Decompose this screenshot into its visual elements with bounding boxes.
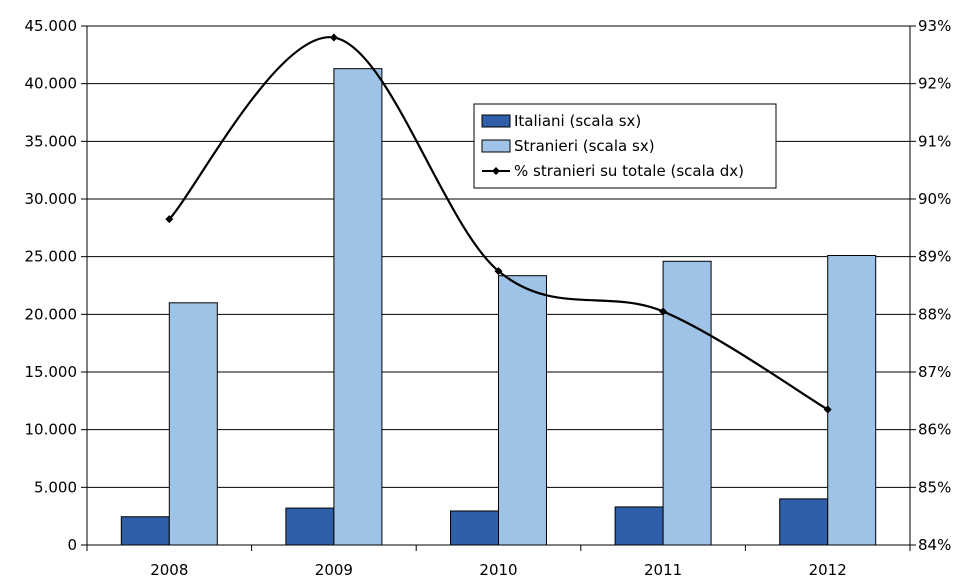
right-tick-label: 86% (918, 421, 951, 439)
left-tick-label: 0 (67, 536, 77, 554)
right-tick-label: 88% (918, 305, 951, 323)
x-tick-label: 2008 (150, 561, 188, 579)
legend-line-marker (492, 167, 500, 175)
right-tick-label: 91% (918, 132, 951, 150)
legend-label: % stranieri su totale (scala dx) (514, 162, 744, 180)
percent-marker-2012 (823, 405, 832, 414)
left-tick-label: 35.000 (25, 132, 78, 150)
bar-italiani-2012 (779, 498, 829, 546)
legend-swatch-stranieri (481, 139, 511, 153)
left-tick-label: 40.000 (25, 75, 78, 93)
axes (81, 25, 916, 551)
bar-italiani-2008 (120, 516, 170, 546)
bar-stranieri-2011 (662, 260, 712, 546)
left-tick-label: 45.000 (25, 17, 78, 35)
left-tick-label: 20.000 (25, 305, 78, 323)
left-tick-label: 30.000 (25, 190, 78, 208)
percent-marker-2009 (329, 33, 338, 42)
legend-box (473, 103, 777, 189)
left-tick-label: 25.000 (25, 248, 78, 266)
right-tick-label: 90% (918, 190, 951, 208)
left-tick-label: 5.000 (34, 478, 77, 496)
right-tick-label: 92% (918, 75, 951, 93)
bar-stranieri-2008 (168, 302, 218, 546)
bar-stranieri-2012 (827, 255, 877, 546)
bar-italiani-2009 (285, 507, 335, 546)
legend-swatch-italiani (481, 114, 511, 128)
legend: Italiani (scala sx) Stranieri (scala sx)%… (473, 103, 777, 189)
right-tick-label: 93% (918, 17, 951, 35)
bars (120, 68, 877, 546)
right-tick-label: 89% (918, 248, 951, 266)
left-tick-label: 15.000 (25, 363, 78, 381)
right-tick-label: 85% (918, 478, 951, 496)
x-tick-label: 2010 (479, 561, 517, 579)
x-tick-label: 2009 (315, 561, 353, 579)
bar-stranieri-2010 (498, 275, 547, 546)
right-tick-label: 84% (918, 536, 951, 554)
tick-labels: 0 5.000 10.000 15.000 20.000 25.000 30.000 35.0… (25, 17, 952, 579)
right-tick-label: 87% (918, 363, 951, 381)
percent-line-path (168, 36, 829, 411)
percent-marker-2010 (494, 267, 503, 276)
legend-label: Stranieri (scala sx) (514, 137, 655, 155)
x-tick-label: 2011 (644, 561, 682, 579)
gridlines (87, 25, 910, 488)
left-tick-label: 10.000 (25, 421, 78, 439)
legend-label: Italiani (scala sx) (514, 112, 641, 130)
percent-marker-2011 (659, 307, 668, 316)
percent-line (165, 33, 832, 414)
bar-italiani-2011 (614, 506, 664, 546)
bar-stranieri-2009 (333, 68, 383, 546)
percent-marker-2008 (165, 215, 174, 224)
x-tick-label: 2012 (809, 561, 847, 579)
bar-italiani-2010 (450, 510, 499, 546)
